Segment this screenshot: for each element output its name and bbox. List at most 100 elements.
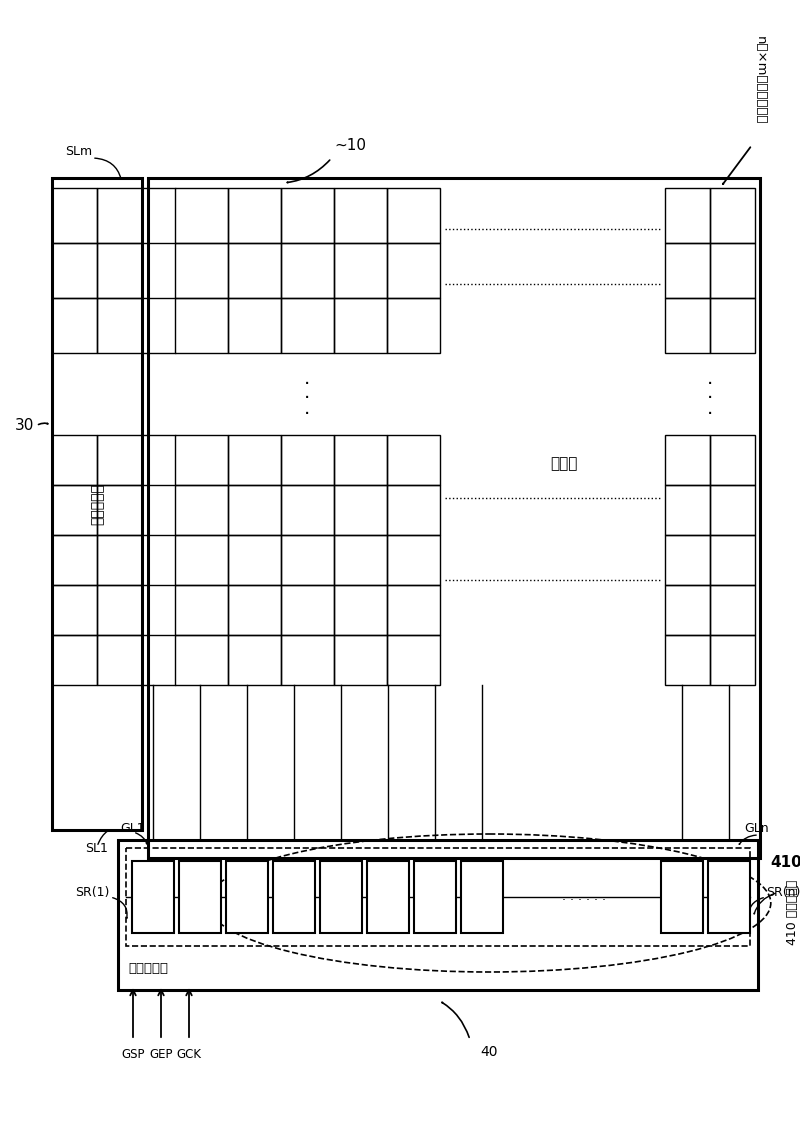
Bar — [334, 484, 387, 535]
Bar — [710, 435, 755, 484]
Bar — [334, 535, 387, 584]
Bar — [665, 484, 710, 535]
Text: GSP: GSP — [122, 1048, 145, 1061]
Bar — [126, 847, 750, 945]
Text: ·: · — [707, 405, 713, 424]
Bar — [52, 298, 97, 353]
FancyArrowPatch shape — [723, 147, 750, 184]
Bar — [175, 243, 228, 298]
Bar — [710, 535, 755, 584]
Bar — [52, 635, 97, 685]
Bar — [228, 188, 281, 243]
Bar — [708, 861, 750, 933]
FancyArrowPatch shape — [136, 833, 147, 844]
Bar — [387, 298, 440, 353]
Bar — [148, 178, 760, 858]
Text: SL1: SL1 — [86, 842, 109, 855]
Bar — [52, 178, 142, 830]
FancyArrowPatch shape — [113, 898, 127, 918]
Bar — [710, 298, 755, 353]
Bar — [334, 635, 387, 685]
Bar — [281, 584, 334, 635]
Text: ·: · — [707, 390, 713, 408]
Bar — [665, 298, 710, 353]
Text: SR(n): SR(n) — [766, 886, 800, 899]
Text: ·: · — [304, 374, 310, 393]
Bar — [387, 584, 440, 635]
Bar — [281, 635, 334, 685]
Bar — [387, 535, 440, 584]
Text: SLm: SLm — [65, 145, 92, 158]
Bar — [665, 243, 710, 298]
Bar — [175, 435, 228, 484]
Bar — [710, 584, 755, 635]
Text: 30: 30 — [14, 418, 34, 433]
Text: GL1: GL1 — [120, 822, 145, 835]
Bar — [175, 584, 228, 635]
Bar — [179, 861, 221, 933]
Text: 栀极驱动器: 栀极驱动器 — [128, 962, 168, 975]
Bar — [228, 484, 281, 535]
Bar — [710, 243, 755, 298]
Bar — [710, 635, 755, 685]
Bar — [281, 484, 334, 535]
Bar — [118, 840, 758, 990]
Bar — [387, 243, 440, 298]
Bar — [281, 298, 334, 353]
Bar — [334, 584, 387, 635]
Bar — [175, 535, 228, 584]
Text: . . . . . .: . . . . . . — [562, 890, 606, 904]
Bar — [710, 188, 755, 243]
Bar — [52, 188, 97, 243]
Bar — [228, 435, 281, 484]
Bar — [228, 298, 281, 353]
Text: 源极驱动器: 源极驱动器 — [90, 483, 104, 525]
Bar — [367, 861, 409, 933]
FancyArrowPatch shape — [754, 894, 775, 914]
FancyArrowPatch shape — [38, 423, 48, 425]
Bar — [281, 243, 334, 298]
Bar — [228, 243, 281, 298]
Bar — [175, 635, 228, 685]
Bar — [97, 484, 142, 535]
Bar — [175, 484, 228, 535]
Bar — [97, 535, 142, 584]
Text: n行×m列的像素矩阵: n行×m列的像素矩阵 — [754, 36, 766, 125]
FancyArrowPatch shape — [749, 898, 763, 918]
Bar — [52, 584, 97, 635]
Text: 410 移位寄存器: 410 移位寄存器 — [786, 879, 799, 944]
Bar — [710, 484, 755, 535]
Bar — [52, 484, 97, 535]
Bar — [665, 635, 710, 685]
Text: GLn: GLn — [744, 822, 769, 835]
Bar — [281, 435, 334, 484]
Text: 410: 410 — [770, 855, 800, 870]
Bar — [387, 435, 440, 484]
FancyArrowPatch shape — [442, 1003, 469, 1037]
Bar — [281, 188, 334, 243]
Bar — [52, 243, 97, 298]
Bar — [273, 861, 315, 933]
Bar — [661, 861, 703, 933]
Bar — [228, 584, 281, 635]
Bar — [281, 535, 334, 584]
FancyArrowPatch shape — [98, 826, 122, 844]
Bar — [97, 635, 142, 685]
Bar — [387, 484, 440, 535]
Bar — [320, 861, 362, 933]
Text: ·: · — [304, 390, 310, 408]
Bar — [334, 243, 387, 298]
Bar — [665, 535, 710, 584]
Bar — [665, 435, 710, 484]
Text: ~10: ~10 — [334, 138, 366, 153]
Text: GEP: GEP — [150, 1048, 173, 1061]
Bar — [334, 188, 387, 243]
Bar — [665, 188, 710, 243]
Bar — [175, 298, 228, 353]
Bar — [132, 861, 174, 933]
Bar — [97, 188, 142, 243]
Bar — [226, 861, 268, 933]
FancyArrowPatch shape — [94, 158, 121, 179]
Text: ·: · — [304, 405, 310, 424]
Bar — [228, 635, 281, 685]
